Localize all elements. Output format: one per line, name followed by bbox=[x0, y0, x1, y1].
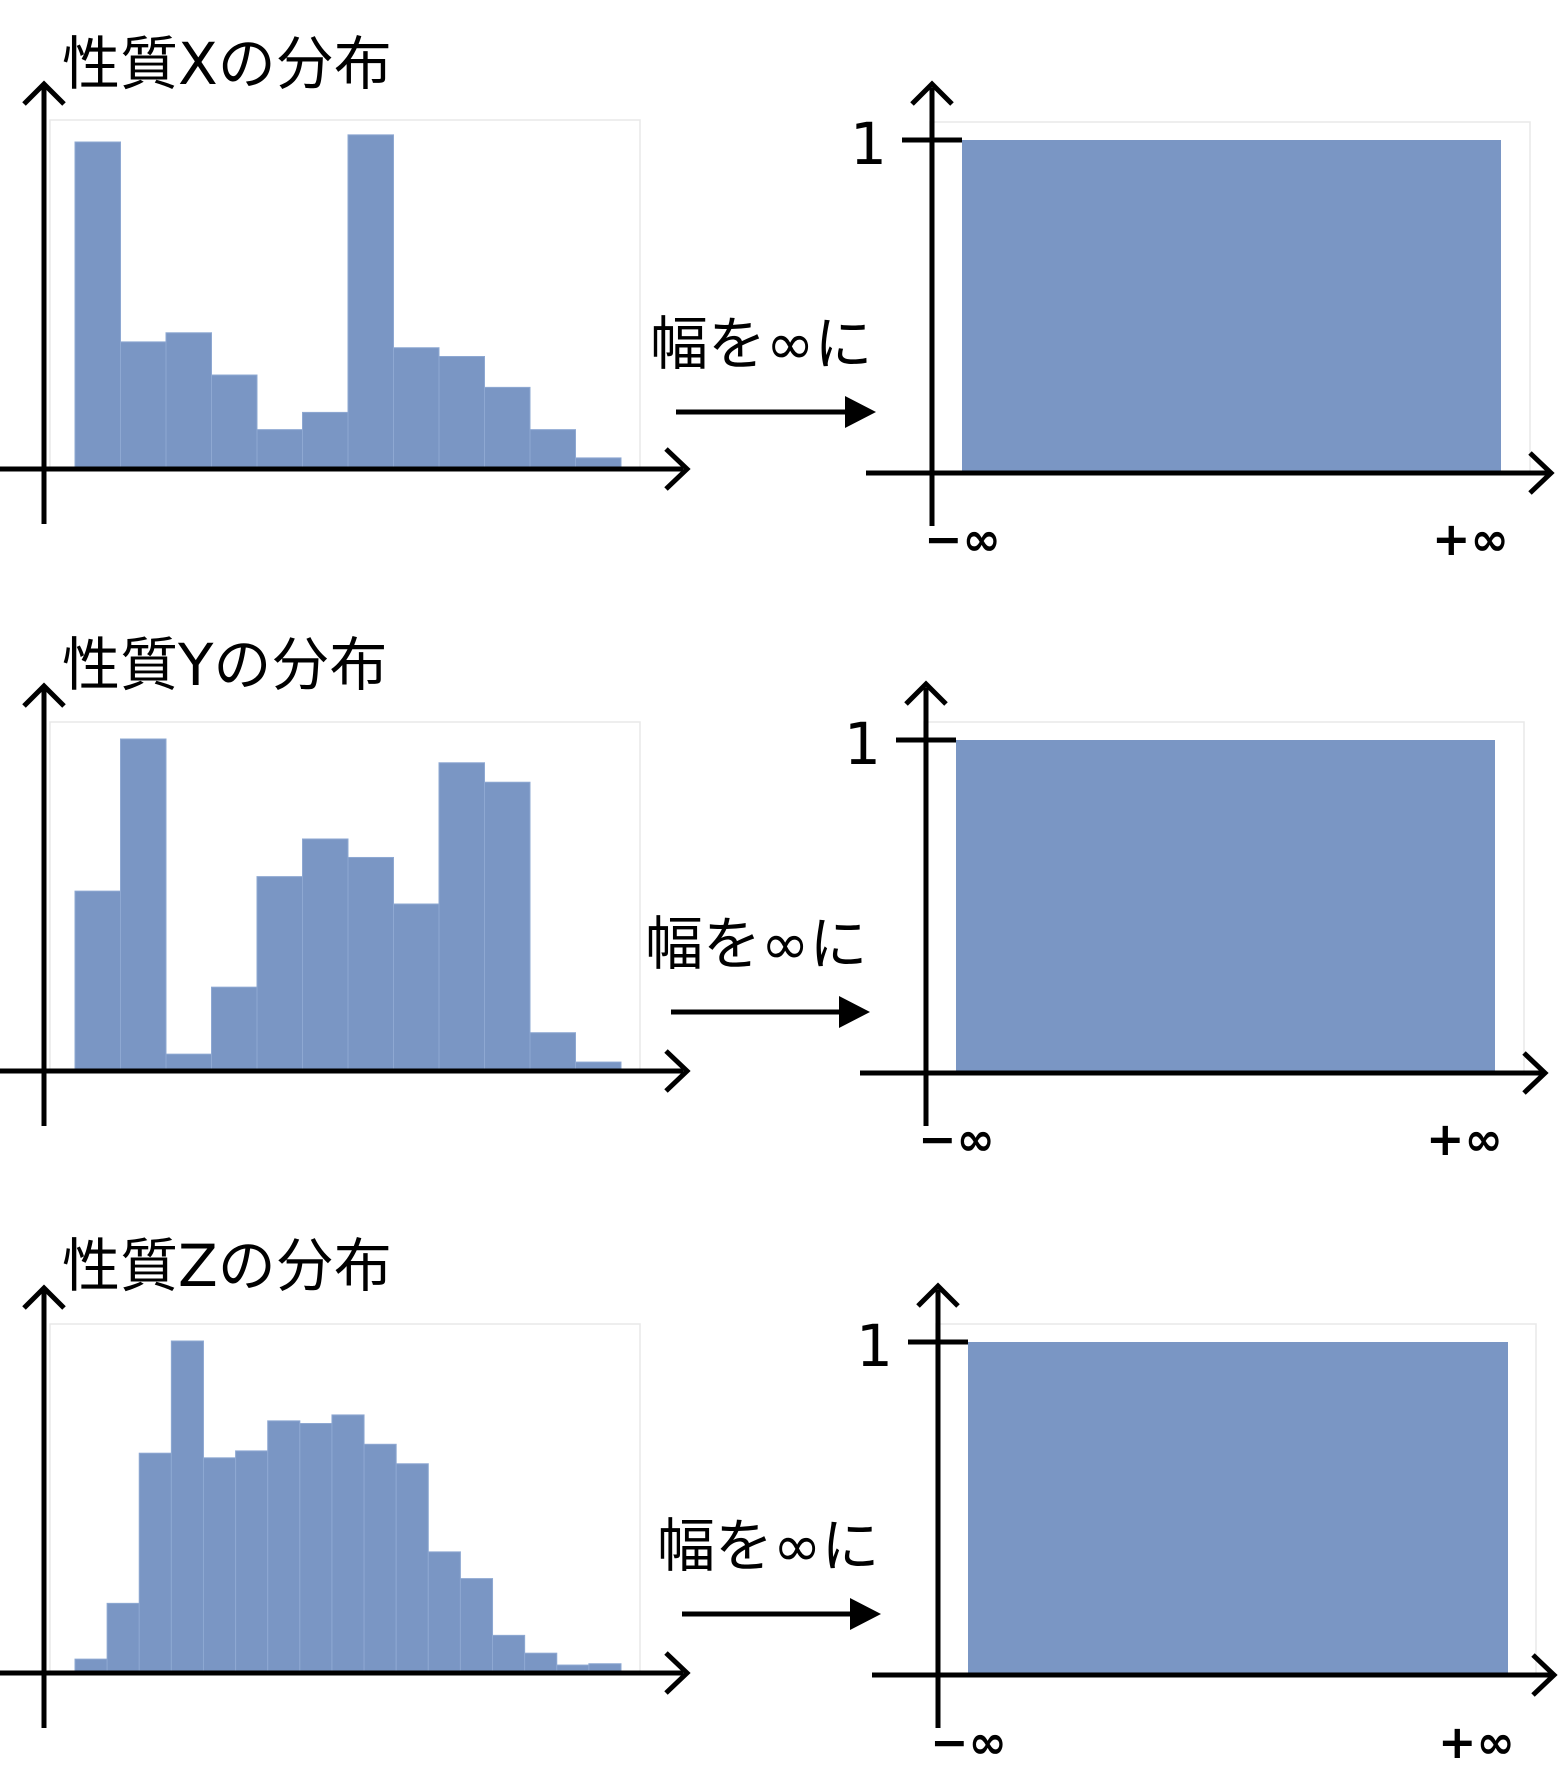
histogram-bar bbox=[74, 141, 121, 468]
histogram-bar bbox=[347, 134, 394, 468]
histogram-bar bbox=[302, 411, 349, 468]
histogram-bar bbox=[524, 1652, 558, 1672]
histogram-bar bbox=[588, 1663, 622, 1672]
histogram-bar bbox=[138, 1452, 172, 1672]
histogram-bar bbox=[556, 1664, 590, 1672]
y-axis-arrowhead bbox=[904, 680, 948, 706]
histogram-bar bbox=[165, 1053, 212, 1070]
row-y: 性質Yの分布 幅を∞に 1 −∞ +∞ bbox=[0, 631, 1549, 1166]
uniform-panel: 1 −∞ +∞ bbox=[856, 1282, 1558, 1769]
y-tick-label: 1 bbox=[844, 710, 881, 778]
histogram-bar bbox=[331, 1414, 365, 1672]
histogram-bar bbox=[256, 876, 303, 1070]
histogram-bar bbox=[484, 781, 531, 1070]
x-axis-arrowhead bbox=[1528, 451, 1555, 495]
x-min-label: −∞ bbox=[924, 512, 1001, 566]
histogram-bar bbox=[393, 347, 440, 468]
histogram-bar bbox=[74, 1658, 108, 1672]
transform-arrow: 幅を∞に bbox=[650, 310, 876, 428]
transform-arrow: 幅を∞に bbox=[645, 910, 870, 1028]
x-max-label: +∞ bbox=[1426, 1112, 1503, 1166]
histogram-bar bbox=[393, 903, 440, 1070]
y-axis-arrowhead bbox=[22, 80, 66, 106]
histogram-bar bbox=[211, 374, 258, 468]
x-axis-arrowhead bbox=[1522, 1051, 1549, 1095]
x-axis-arrowhead bbox=[664, 1651, 691, 1695]
y-axis-arrowhead bbox=[22, 1284, 66, 1310]
y-axis-arrowhead bbox=[910, 80, 954, 106]
histogram-bar bbox=[256, 429, 303, 468]
x-axis-arrowhead bbox=[664, 1049, 691, 1093]
x-axis-arrowhead bbox=[1531, 1653, 1558, 1697]
histogram-bar bbox=[529, 1032, 576, 1070]
histogram-bars bbox=[74, 1340, 622, 1672]
histogram-bar bbox=[363, 1443, 397, 1672]
x-min-label: −∞ bbox=[930, 1715, 1007, 1769]
histogram-bar bbox=[575, 1061, 622, 1070]
y-axis-arrowhead bbox=[916, 1282, 960, 1308]
distribution-title: 性質Zの分布 bbox=[62, 1232, 392, 1300]
x-min-label: −∞ bbox=[918, 1112, 995, 1166]
histogram-bar bbox=[459, 1578, 494, 1672]
histogram-bar bbox=[438, 356, 485, 468]
transform-arrow: 幅を∞に bbox=[657, 1512, 881, 1630]
histogram-bar bbox=[438, 762, 485, 1070]
uniform-panel: 1 −∞ +∞ bbox=[850, 80, 1555, 566]
uniform-density-block bbox=[956, 740, 1495, 1071]
uniform-density-block bbox=[968, 1342, 1508, 1673]
histogram-bar bbox=[170, 1340, 204, 1672]
histogram-bar bbox=[74, 890, 121, 1070]
y-tick-label: 1 bbox=[856, 1312, 893, 1380]
uniform-panel: 1 −∞ +∞ bbox=[844, 680, 1549, 1166]
histogram-bar bbox=[492, 1634, 526, 1672]
histogram-bar bbox=[120, 341, 167, 468]
histogram-bar bbox=[267, 1420, 301, 1672]
row-z: 性質Zの分布 幅を∞に 1 −∞ +∞ bbox=[0, 1232, 1558, 1769]
histogram-bar bbox=[106, 1602, 140, 1672]
histogram-panel bbox=[0, 682, 691, 1126]
histogram-bar bbox=[235, 1450, 269, 1672]
histogram-bar bbox=[202, 1457, 237, 1672]
histogram-panel bbox=[0, 1284, 691, 1728]
histogram-bar bbox=[211, 986, 258, 1070]
histogram-bar bbox=[120, 738, 167, 1070]
histogram-bars bbox=[74, 134, 622, 468]
y-tick-label: 1 bbox=[850, 110, 887, 178]
histogram-bars bbox=[74, 738, 622, 1070]
arrow-head bbox=[845, 396, 876, 428]
histogram-bar bbox=[395, 1463, 429, 1672]
distribution-title: 性質Xの分布 bbox=[62, 30, 392, 98]
y-axis-arrowhead bbox=[22, 682, 66, 708]
arrow-label: 幅を∞に bbox=[650, 310, 872, 378]
histogram-panel bbox=[0, 80, 691, 524]
arrow-label: 幅を∞に bbox=[645, 910, 867, 978]
histogram-bar bbox=[347, 856, 394, 1070]
row-x: 性質Xの分布 幅を∞に 1 −∞ +∞ bbox=[0, 30, 1555, 566]
histogram-bar bbox=[529, 429, 576, 468]
distribution-title: 性質Yの分布 bbox=[62, 631, 387, 699]
histogram-bar bbox=[302, 838, 349, 1070]
x-max-label: +∞ bbox=[1438, 1715, 1515, 1769]
arrow-head bbox=[839, 996, 870, 1028]
histogram-bar bbox=[484, 386, 531, 468]
x-max-label: +∞ bbox=[1432, 512, 1509, 566]
uniform-density-block bbox=[962, 140, 1501, 471]
histogram-bar bbox=[165, 332, 212, 468]
arrow-label: 幅を∞に bbox=[657, 1512, 879, 1580]
histogram-bar bbox=[427, 1551, 461, 1672]
arrow-head bbox=[850, 1598, 881, 1630]
x-axis-arrowhead bbox=[664, 447, 691, 491]
histogram-bar bbox=[575, 457, 622, 468]
histogram-bar bbox=[299, 1423, 333, 1672]
